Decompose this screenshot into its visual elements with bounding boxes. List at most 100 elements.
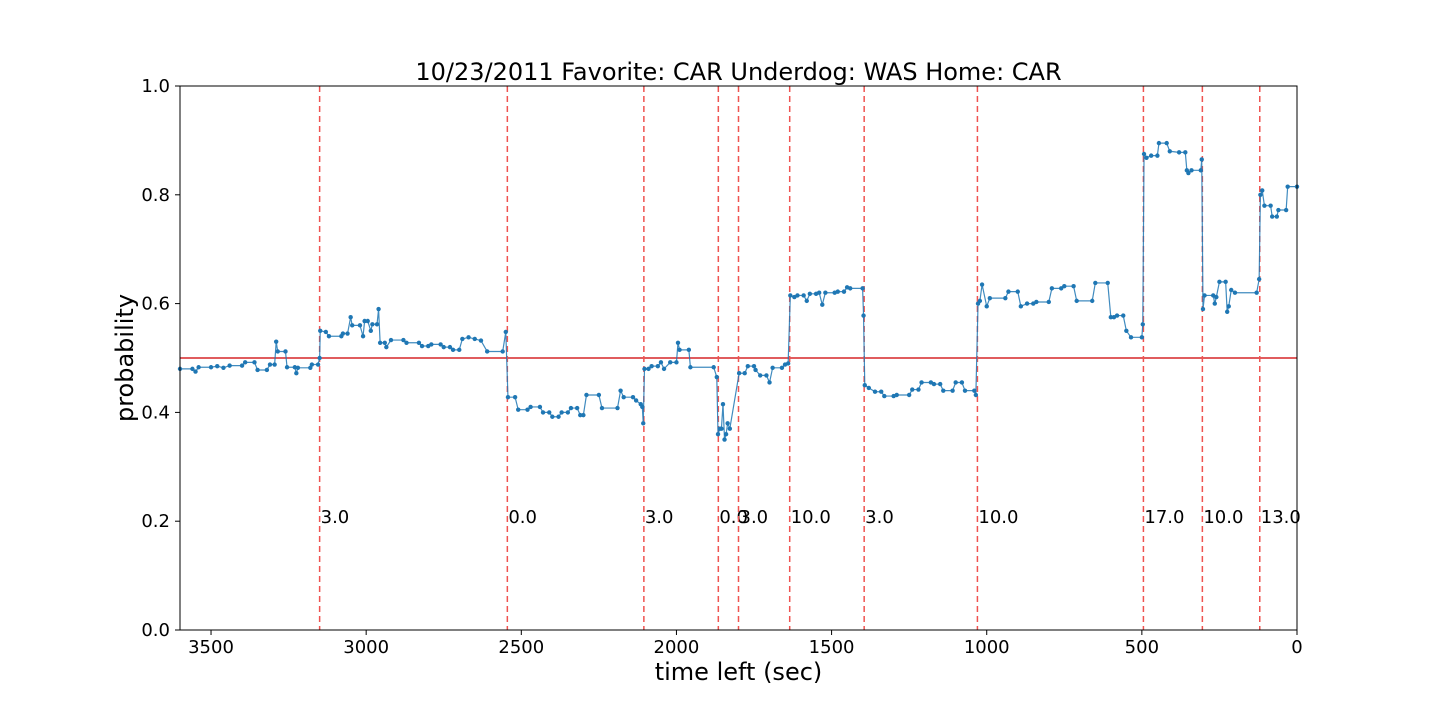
data-point (931, 381, 937, 387)
data-point (615, 405, 620, 411)
data-point (190, 366, 195, 372)
data-point (820, 302, 825, 307)
data-point (1276, 207, 1281, 213)
data-point (294, 371, 299, 376)
data-point (1114, 313, 1120, 318)
data-point (215, 363, 220, 369)
data-point (866, 385, 872, 391)
data-point (767, 380, 772, 385)
data-point (345, 331, 350, 336)
chart-title: 10/23/2011 Favorite: CAR Underdog: WAS H… (415, 58, 1061, 86)
data-point (264, 367, 270, 373)
data-point (916, 387, 921, 392)
data-point (1071, 283, 1076, 289)
data-point (1128, 335, 1134, 340)
data-point (862, 383, 867, 388)
data-point (326, 334, 332, 339)
data-point (1283, 207, 1289, 213)
score-label: 13.0 (1261, 507, 1301, 528)
data-point (457, 347, 462, 353)
data-point (910, 387, 915, 392)
data-point (547, 410, 552, 415)
data-point (661, 366, 667, 372)
data-point (516, 407, 521, 412)
data-point (568, 405, 574, 411)
data-point (350, 323, 355, 328)
data-point (785, 361, 791, 366)
data-point (252, 360, 257, 365)
data-point (950, 388, 955, 393)
data-point (1198, 168, 1204, 173)
data-point (416, 340, 422, 345)
data-point (646, 366, 651, 372)
data-point (500, 349, 505, 354)
data-point (725, 421, 730, 426)
data-point (275, 349, 280, 354)
plot-frame (179, 85, 1298, 631)
x-tick-label: 1500 (809, 637, 855, 658)
data-point (528, 404, 533, 410)
data-point (283, 349, 288, 354)
score-label: 3.0 (740, 507, 769, 528)
data-point (308, 365, 313, 370)
data-point (1212, 301, 1217, 306)
data-point (450, 347, 456, 353)
data-point (937, 381, 943, 387)
data-point (239, 363, 245, 368)
data-point (1183, 150, 1188, 155)
data-point (348, 315, 353, 320)
data-point (255, 367, 260, 373)
data-point (388, 337, 394, 343)
data-point (1224, 309, 1230, 314)
data-point (460, 336, 465, 342)
data-point (525, 407, 530, 412)
data-point (742, 371, 747, 376)
data-point (675, 340, 681, 345)
data-point (860, 286, 865, 291)
data-point (401, 337, 406, 343)
data-point (1148, 153, 1154, 158)
data-point (753, 367, 758, 373)
data-point (745, 363, 751, 369)
score-label: 3.0 (645, 507, 674, 528)
data-point (447, 344, 453, 350)
data-point (429, 342, 434, 347)
data-point (1186, 170, 1191, 176)
data-point (1018, 304, 1024, 309)
data-point (1006, 289, 1011, 294)
data-point (315, 362, 321, 367)
data-point (655, 363, 661, 369)
data-point (1024, 301, 1030, 306)
x-tick-label: 3500 (188, 637, 234, 658)
data-point (1046, 299, 1051, 305)
data-point (193, 369, 198, 374)
data-point (973, 392, 979, 398)
y-tick-label: 0.2 (141, 511, 170, 532)
x-tick-label: 500 (1125, 637, 1159, 658)
data-point (382, 340, 387, 345)
data-point (1139, 335, 1145, 340)
data-point (804, 298, 809, 304)
data-point (1144, 155, 1149, 161)
data-point (376, 306, 381, 312)
data-point (273, 339, 279, 344)
data-point (599, 405, 605, 411)
x-axis: 3500 3000 2500 2000 1500 1000 500 0 (188, 630, 1303, 658)
data-point (584, 392, 589, 398)
data-point (979, 282, 985, 287)
data-point (736, 371, 742, 376)
data-point (621, 394, 626, 400)
data-point (267, 362, 273, 367)
data-point (633, 398, 639, 403)
data-point (977, 298, 983, 304)
data-point (941, 388, 946, 393)
data-point (503, 329, 508, 335)
x-axis-label: time left (sec) (655, 658, 823, 686)
data-point (472, 336, 477, 342)
data-point (1093, 280, 1098, 286)
data-point (1105, 280, 1110, 286)
data-point (1108, 315, 1114, 320)
data-point (578, 412, 583, 418)
data-point (596, 392, 602, 398)
data-point (674, 360, 679, 365)
